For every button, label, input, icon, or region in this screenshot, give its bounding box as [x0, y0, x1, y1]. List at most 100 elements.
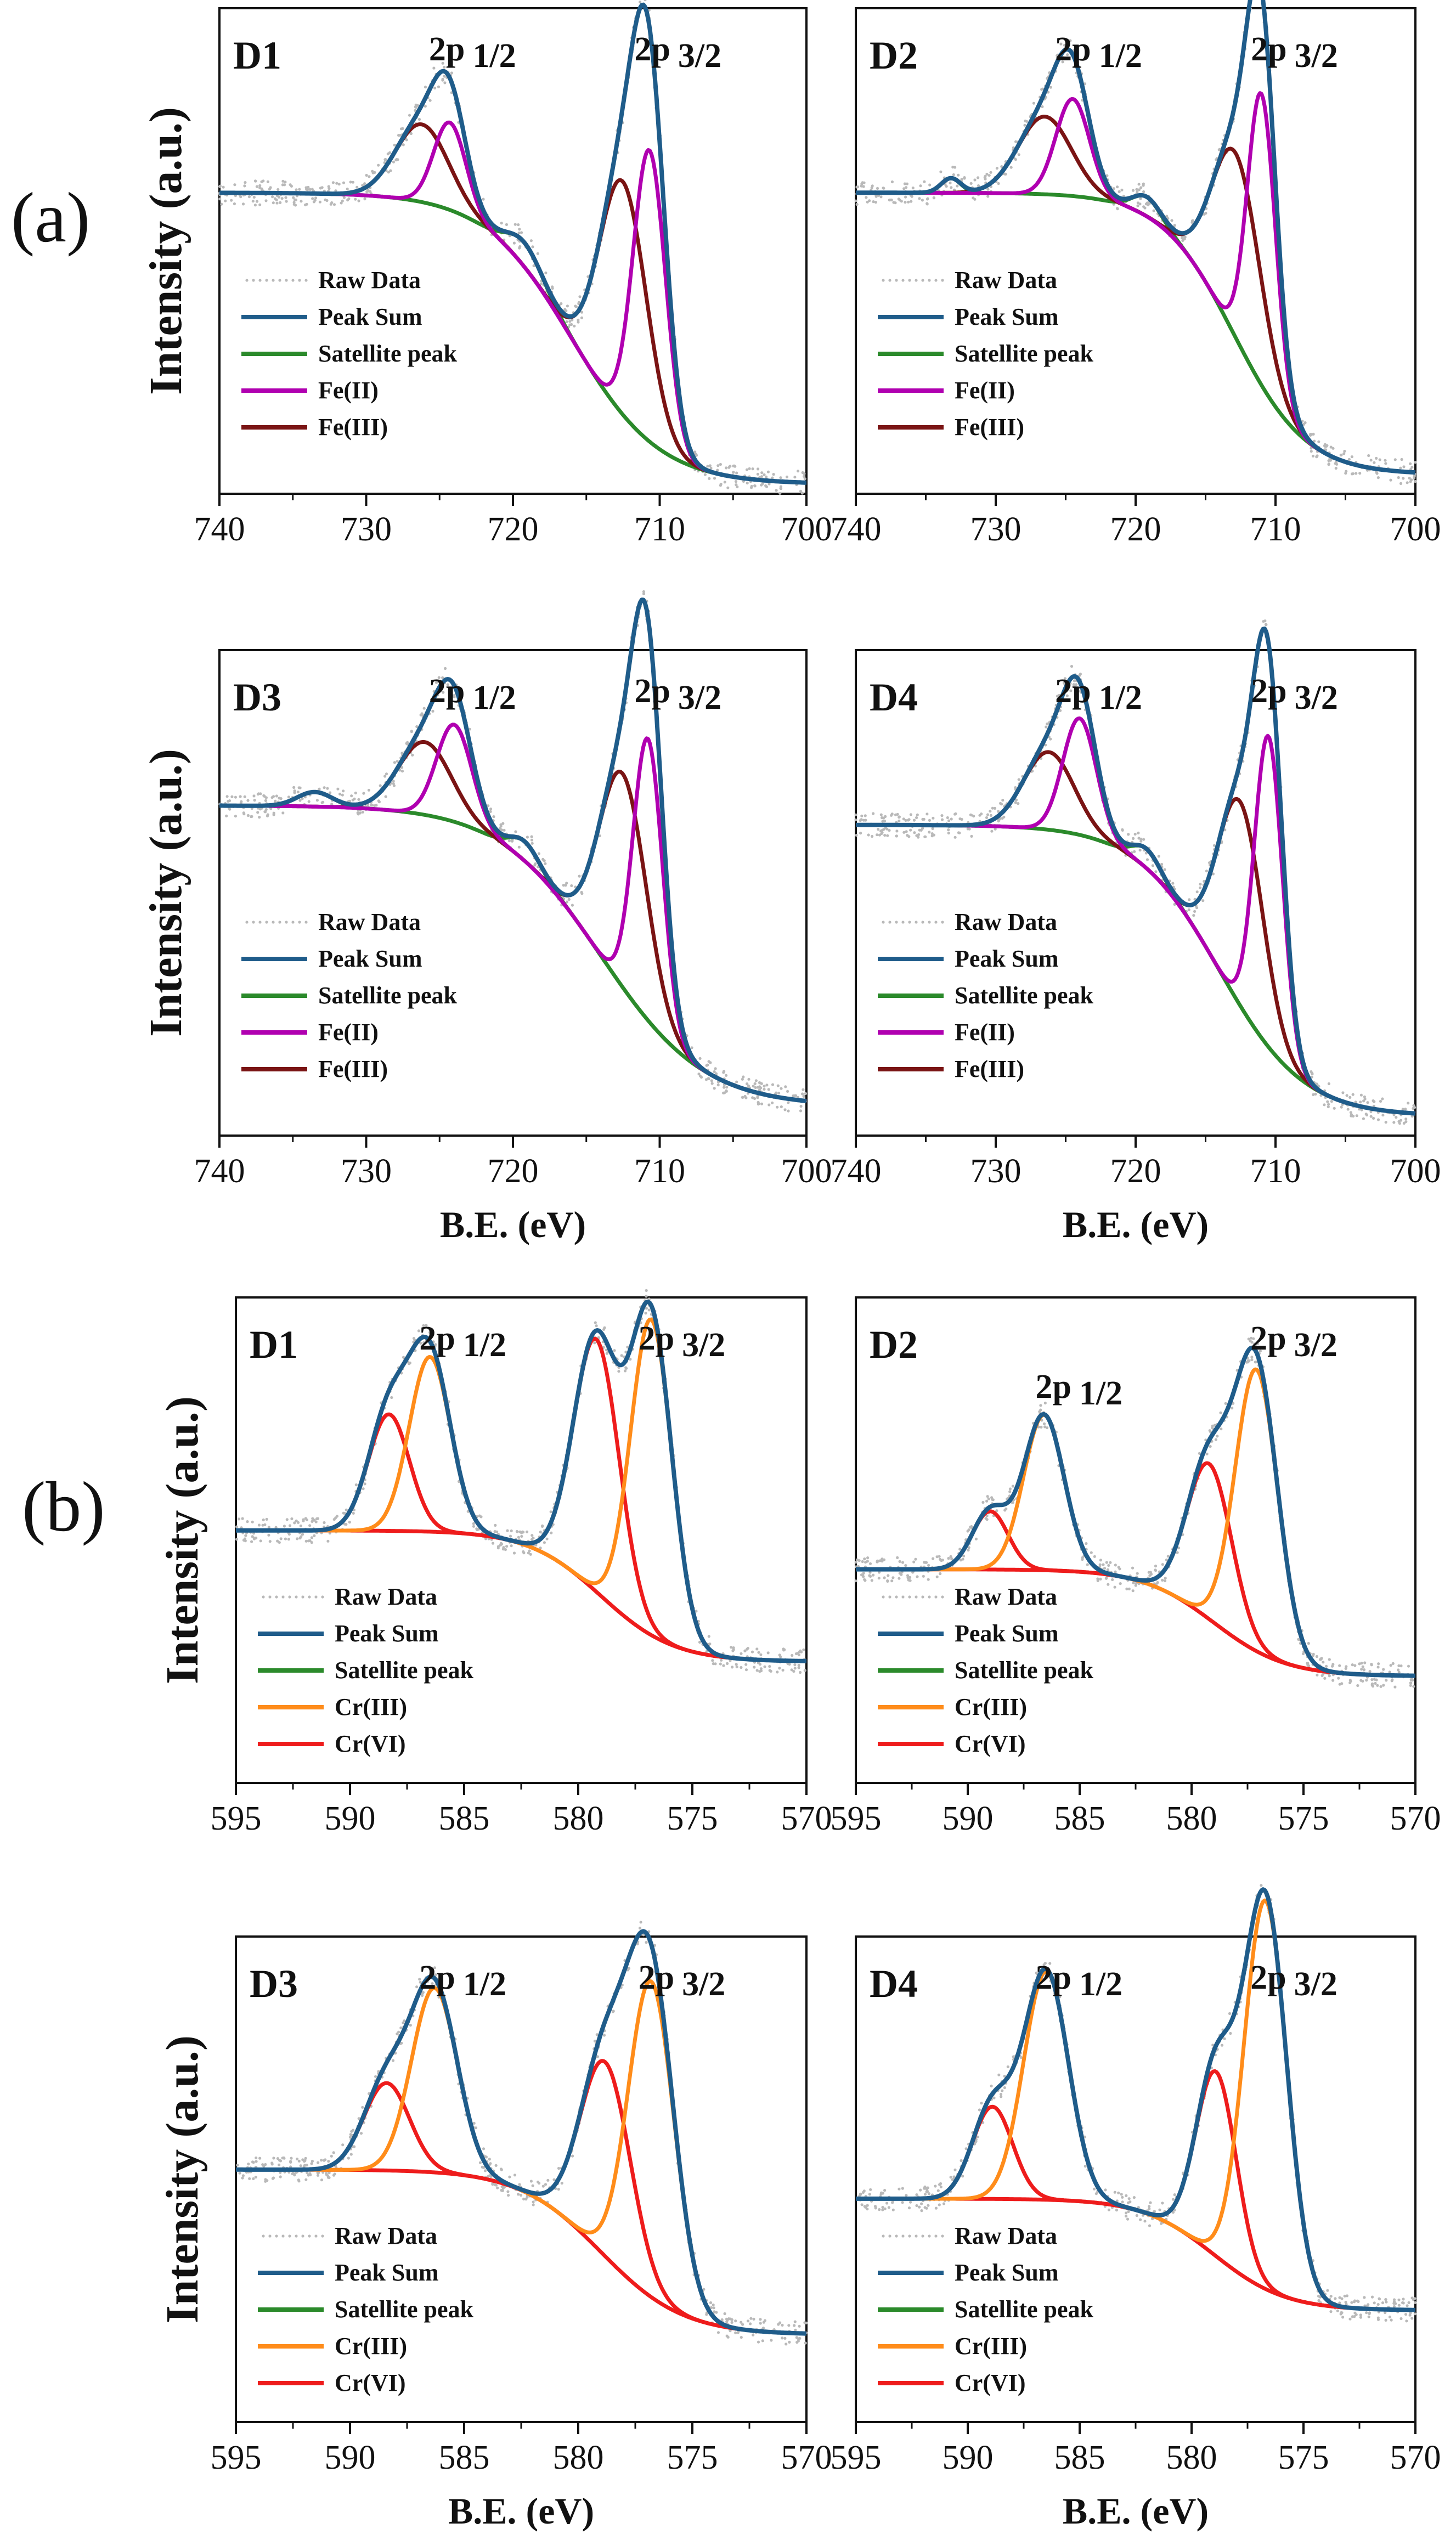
- raw-data-point: [1198, 1452, 1201, 1455]
- raw-data-point: [763, 1665, 766, 1668]
- raw-data-point: [726, 1662, 729, 1665]
- raw-data-point: [1404, 1108, 1407, 1111]
- raw-data-point: [1392, 1113, 1396, 1116]
- raw-data-point: [749, 2317, 753, 2320]
- legend-swatch: [245, 279, 249, 282]
- raw-data-point: [1391, 1662, 1395, 1665]
- raw-data-point: [904, 1564, 907, 1567]
- raw-data-point: [762, 2321, 765, 2324]
- raw-data-point: [1073, 679, 1076, 682]
- raw-data-point: [1090, 1551, 1093, 1554]
- raw-data-point: [1153, 2210, 1156, 2213]
- raw-data-point: [403, 2019, 406, 2023]
- raw-data-point: [268, 188, 272, 191]
- legend-item: Fe(II): [955, 1019, 1015, 1046]
- raw-data-point: [483, 2169, 487, 2172]
- raw-data-point: [923, 1561, 926, 1564]
- raw-data-point: [1327, 1105, 1330, 1109]
- raw-data-point: [1038, 1410, 1041, 1413]
- raw-data-point: [947, 828, 950, 832]
- raw-data-point: [1393, 458, 1397, 461]
- raw-data-point: [443, 65, 446, 69]
- x-tick-label: 580: [1166, 1800, 1217, 1837]
- raw-data-point: [1188, 898, 1191, 901]
- legend-item: Satellite peak: [335, 2296, 474, 2323]
- x-tick-label: 740: [831, 511, 882, 548]
- raw-data-point: [1127, 2197, 1131, 2200]
- raw-data-point: [220, 202, 223, 206]
- raw-data-point: [1372, 1116, 1375, 1120]
- raw-data-point: [532, 1537, 535, 1540]
- raw-data-point: [799, 1104, 803, 1108]
- component-line-criii: [235, 1979, 807, 2336]
- raw-data-point: [537, 852, 541, 855]
- raw-data-point: [285, 200, 288, 203]
- raw-data-point: [1331, 1679, 1335, 1682]
- raw-data-point: [270, 2163, 274, 2166]
- raw-data-point: [546, 2178, 550, 2182]
- raw-data-point: [754, 1079, 758, 1082]
- raw-data-point: [1139, 197, 1142, 200]
- raw-data-point: [898, 2187, 901, 2191]
- raw-data-point: [920, 2209, 923, 2212]
- raw-data-point: [510, 1544, 513, 1548]
- raw-data-point: [967, 1549, 970, 1552]
- raw-data-point: [514, 830, 517, 833]
- raw-data-point: [759, 1081, 762, 1085]
- raw-data-point: [752, 2333, 755, 2336]
- raw-data-point: [1127, 1587, 1131, 1590]
- raw-data-point: [778, 1667, 781, 1670]
- raw-data-point: [1163, 868, 1166, 871]
- raw-data-point: [1103, 1567, 1107, 1570]
- raw-data-point: [708, 477, 711, 480]
- raw-data-point: [279, 2175, 282, 2178]
- raw-data-point: [756, 1094, 759, 1098]
- raw-data-point: [969, 182, 973, 185]
- legend-swatch: [295, 2234, 298, 2238]
- raw-data-point: [1142, 184, 1145, 187]
- raw-data-point: [690, 1046, 693, 1049]
- legend-swatch: [921, 921, 924, 924]
- raw-data-point: [639, 1, 642, 4]
- raw-data-point: [505, 1545, 509, 1548]
- raw-data-point: [859, 2192, 862, 2195]
- raw-data-point: [746, 1646, 749, 1650]
- raw-data-point: [301, 797, 304, 800]
- raw-data-point: [698, 1640, 702, 1644]
- raw-data-point: [989, 171, 992, 174]
- raw-data-point: [768, 1669, 771, 1672]
- raw-data-point: [713, 2310, 716, 2313]
- raw-data-point: [538, 2181, 541, 2185]
- legend-swatch: [941, 2234, 944, 2238]
- legend-swatch: [908, 2234, 911, 2238]
- raw-data-point: [1359, 1093, 1363, 1097]
- raw-data-point: [532, 264, 535, 268]
- raw-data-point: [1382, 1668, 1385, 1671]
- raw-data-point: [517, 232, 521, 235]
- raw-data-point: [953, 836, 957, 839]
- raw-data-point: [924, 2187, 928, 2191]
- raw-data-point: [1340, 2311, 1344, 2315]
- raw-data-point: [296, 1521, 300, 1524]
- raw-data-point: [964, 2147, 968, 2150]
- raw-data-point: [792, 1670, 795, 1673]
- raw-data-point: [1379, 1685, 1382, 1688]
- raw-data-point: [302, 1519, 305, 1522]
- raw-data-point: [315, 799, 319, 802]
- raw-data-point: [1409, 2311, 1412, 2315]
- raw-data-point: [1410, 2296, 1414, 2300]
- legend-item: Cr(III): [335, 1694, 407, 1720]
- raw-data-point: [1012, 2055, 1015, 2058]
- raw-data-point: [343, 1511, 346, 1515]
- raw-data-point: [797, 1663, 800, 1667]
- raw-data-point: [919, 184, 922, 188]
- x-tick-label: 595: [831, 2439, 882, 2476]
- raw-data-point: [981, 1500, 985, 1504]
- raw-data-point: [512, 1551, 516, 1555]
- raw-data-point: [1414, 2301, 1417, 2304]
- raw-data-point: [383, 158, 387, 161]
- raw-data-point: [1214, 1438, 1217, 1441]
- annotation-sub: 1/2: [472, 37, 516, 75]
- raw-data-point: [580, 892, 584, 895]
- raw-data-point: [274, 799, 277, 803]
